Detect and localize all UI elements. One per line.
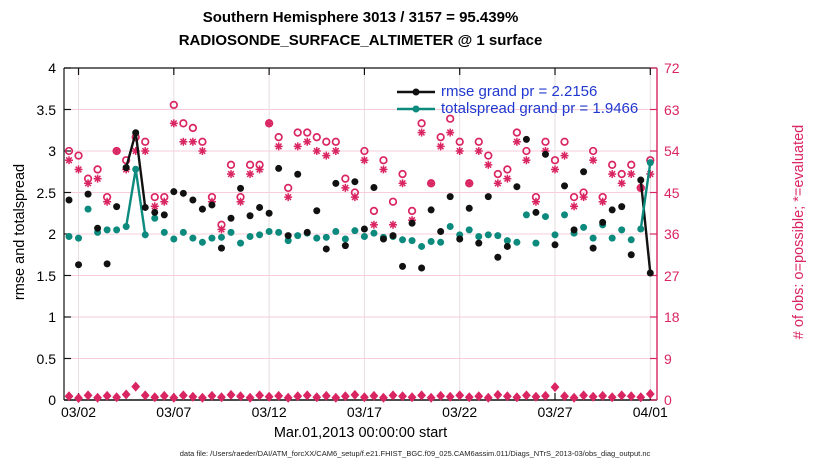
right-y-tick-label: 36 [664, 226, 680, 242]
x-tick-label: 04/01 [632, 404, 668, 420]
right-y-tick-label: 63 [664, 101, 680, 118]
legend-entry-totalspread: totalspread grand pr = 1.9466 [395, 100, 638, 117]
legend-swatch-rmse-icon [397, 88, 435, 95]
left-y-tick-label: 1 [48, 309, 56, 325]
right-y-tick-label: 54 [664, 143, 680, 159]
chart-subtitle: RADIOSONDE_SURFACE_ALTIMETER @ 1 surface [178, 32, 543, 49]
data-file-caption: data file: /Users/raeder/DAI/ATM_forcXX/… [179, 449, 651, 458]
right-y-axis-label: # of obs: o=possible; *=evaluated [791, 124, 807, 340]
x-tick-label: 03/12 [251, 404, 287, 420]
left-y-tick-label: 3 [48, 143, 56, 159]
right-y-tick-label: 0 [664, 392, 672, 408]
left-y-tick-label: 0.5 [36, 350, 56, 367]
legend-label-rmse: rmse grand pr = 2.2156 [441, 83, 598, 100]
x-tick-label: 03/17 [346, 404, 382, 420]
legend-label-totalspread: totalspread grand pr = 1.9466 [441, 100, 639, 117]
chart-title: Southern Hemisphere 3013 / 3157 = 95.439… [202, 9, 519, 26]
right-y-tick-label: 27 [664, 267, 680, 284]
left-y-tick-label: 4 [48, 60, 56, 76]
x-tick-label: 03/27 [537, 404, 573, 420]
x-tick-label: 03/07 [156, 404, 192, 420]
left-y-tick-label: 0 [48, 392, 56, 408]
left-y-tick-label: 2 [48, 226, 56, 242]
left-y-tick-label: 2.5 [36, 184, 56, 201]
legend-entry-rmse: rmse grand pr = 2.2156 [395, 83, 597, 100]
left-y-tick-label: 3.5 [36, 101, 56, 118]
right-y-tick-label: 45 [664, 184, 680, 201]
right-y-tick-label: 9 [664, 350, 672, 367]
right-y-tick-label: 72 [664, 60, 680, 76]
x-axis-label: Mar.01,2013 00:00:00 start [273, 425, 448, 441]
x-tick-label: 03/02 [60, 404, 97, 420]
left-y-tick-label: 1.5 [36, 267, 56, 284]
x-tick-label: 03/22 [442, 404, 478, 420]
right-y-tick-label: 18 [664, 309, 680, 325]
legend-swatch-totalspread-icon [397, 105, 435, 112]
